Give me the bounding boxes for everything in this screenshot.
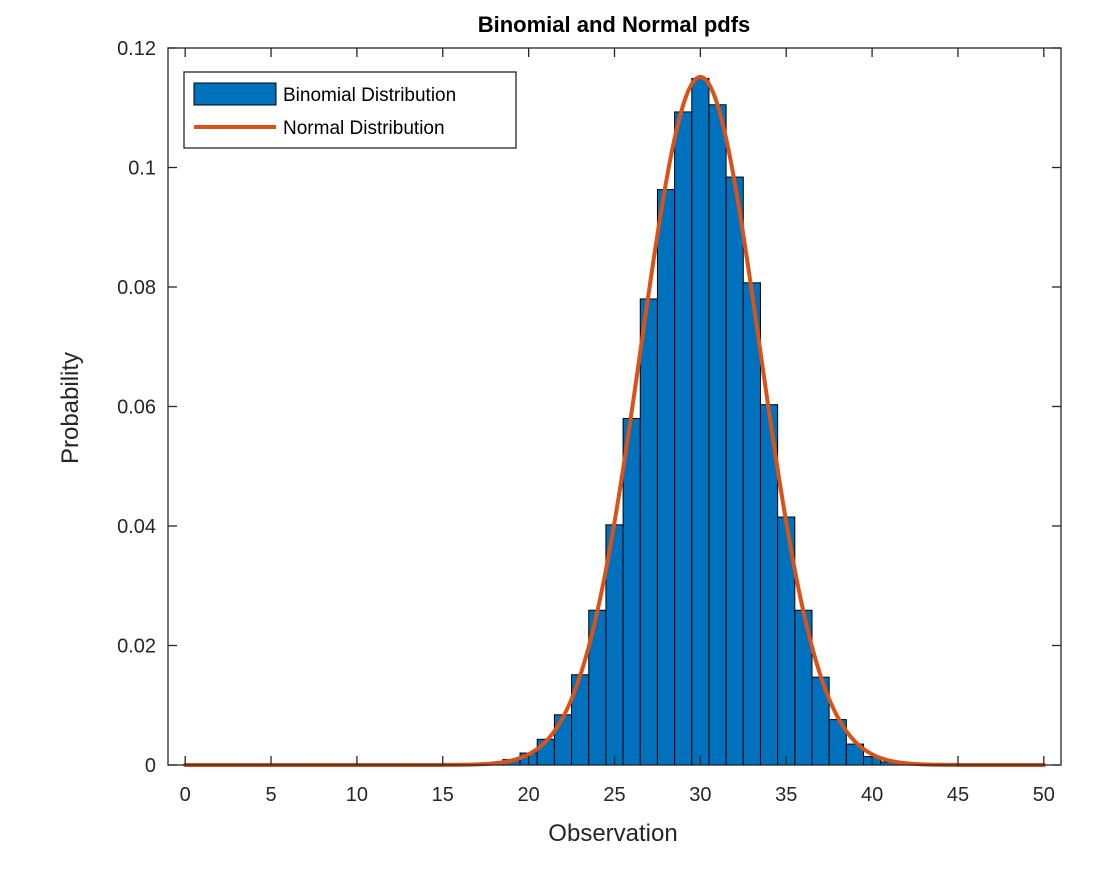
y-tick-label: 0 (145, 755, 156, 777)
binomial-bar (656, 189, 676, 766)
x-tick-label: 10 (346, 784, 368, 806)
binomial-bar (725, 176, 744, 766)
x-tick-label: 45 (947, 784, 969, 806)
x-tick-label: 15 (432, 784, 454, 806)
y-axis-label: Probability (57, 352, 84, 464)
y-tick-label: 0.04 (117, 516, 156, 538)
axis-ticks: 0 5 10 15 20 25 30 35 40 45 50 0 0.02 0.04 0.06 0.08 0.1… (117, 38, 1061, 806)
binomial-bar (691, 77, 710, 766)
x-tick-label: 50 (1033, 784, 1055, 806)
y-tick-label: 0.02 (117, 636, 156, 658)
binomial-bars (502, 77, 899, 766)
binomial-bar (708, 104, 727, 766)
x-tick-label: 40 (861, 784, 883, 806)
binomial-bar (639, 298, 658, 766)
legend-normal-label: Normal Distribution (283, 118, 445, 139)
binomial-bar (674, 111, 693, 766)
legend-binomial-patch (193, 82, 277, 106)
x-tick-label: 35 (775, 784, 797, 806)
x-tick-label: 25 (603, 784, 625, 806)
binomial-bar (622, 417, 641, 766)
x-tick-label: 5 (265, 784, 276, 806)
y-tick-label: 0.06 (117, 397, 156, 419)
x-tick-label: 30 (689, 784, 711, 806)
legend-binomial-label: Binomial Distribution (283, 85, 456, 106)
legend: Binomial Distribution Normal Distributio… (183, 71, 517, 149)
binomial-bar (742, 282, 761, 766)
y-tick-label: 0.12 (117, 38, 156, 60)
binomial-bar (553, 714, 573, 766)
y-tick-label: 0.08 (117, 277, 156, 299)
x-tick-label: 20 (518, 784, 540, 806)
x-axis-label: Observation (548, 820, 677, 847)
y-tick-label: 0.1 (128, 158, 156, 180)
x-tick-label: 0 (180, 784, 191, 806)
chart-title: Binomial and Normal pdfs (478, 12, 751, 37)
